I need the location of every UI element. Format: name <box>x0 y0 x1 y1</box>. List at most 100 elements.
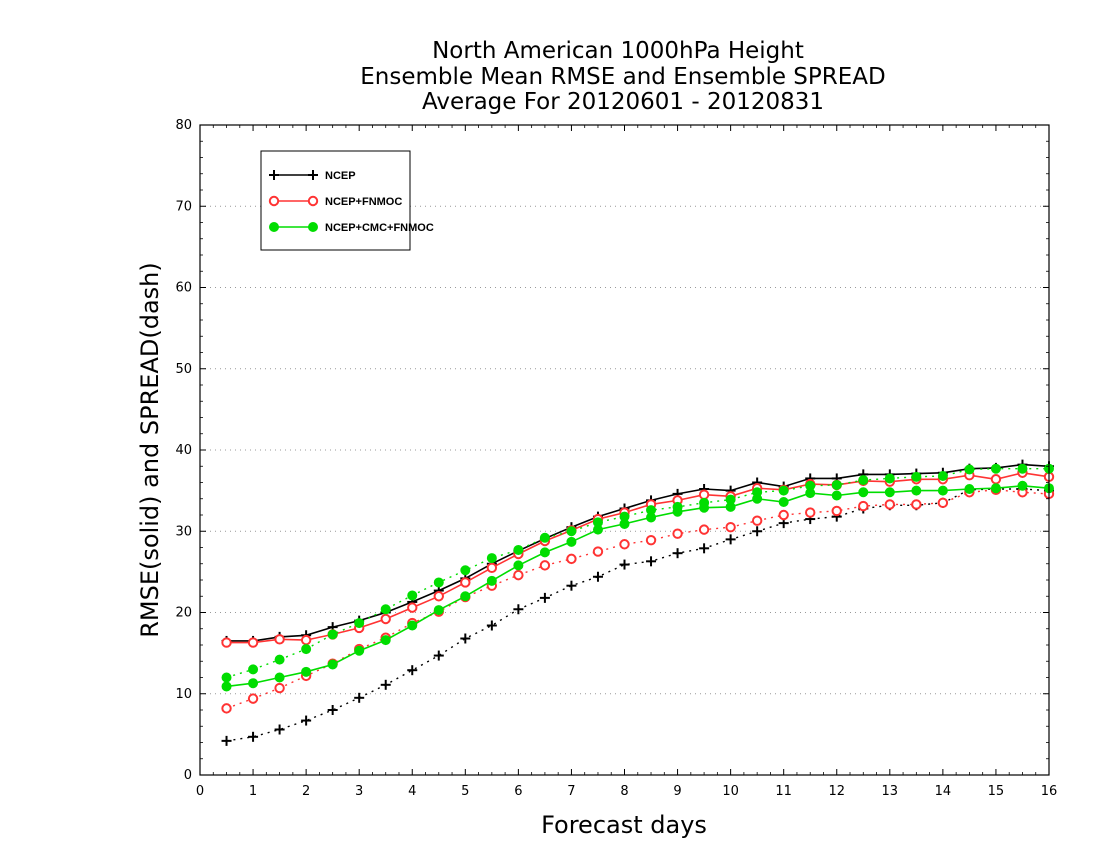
ncep-fnmoc-spread-point <box>513 569 524 581</box>
ncep-cmc-fnmoc-rmse-point <box>805 488 816 499</box>
ncep-spread-point <box>539 592 550 603</box>
ncep-cmc-fnmoc-spread-point <box>937 471 948 481</box>
x-tick-label-5: 5 <box>461 784 469 799</box>
ncep-cmc-fnmoc-rmse-point <box>619 518 630 529</box>
ncep-cmc-fnmoc-rmse-point <box>301 666 312 677</box>
ncep-cmc-fnmoc-rmse-point <box>725 501 736 512</box>
grid-lines <box>200 205 1049 695</box>
legend-label-ncep-cmc-fnmoc: NCEP+CMC+FNMOC <box>325 222 434 234</box>
x-tick-label-12: 12 <box>828 784 845 799</box>
x-tick-label-13: 13 <box>882 784 899 799</box>
ncep-cmc-fnmoc-rmse-point <box>407 620 418 631</box>
legend: NCEP NCEP+FNMOC NCEP+CMC+FNMOC <box>260 150 434 251</box>
ncep-spread-point <box>380 679 391 690</box>
ncep-cmc-fnmoc-spread-point <box>1017 463 1028 474</box>
x-tick-label-9: 9 <box>673 784 681 799</box>
ncep-fnmoc-spread-line <box>226 489 1050 710</box>
ncep-fnmoc-rmse-point <box>433 591 444 602</box>
ncep-fnmoc-rmse-point <box>407 602 418 613</box>
ncep-cmc-fnmoc-spread-line <box>226 468 1049 679</box>
ncep-fnmoc-spread-point <box>566 553 577 565</box>
ncep-cmc-fnmoc-spread-point <box>301 644 312 655</box>
ncep-cmc-fnmoc-spread-point <box>858 475 869 486</box>
x-tick-label-7: 7 <box>567 784 575 799</box>
title-line-3: Average For 20120601 - 20120831 <box>422 89 824 115</box>
ncep-fnmoc-rmse-point <box>486 562 498 574</box>
ncep-fnmoc-spread-point <box>725 521 736 533</box>
ncep-fnmoc-rmse-point <box>460 577 471 588</box>
ncep-spread-point <box>566 580 577 591</box>
legend-label-ncep-fnmoc: NCEP+FNMOC <box>325 196 402 208</box>
ncep-spread-point <box>672 548 683 559</box>
ncep-cmc-fnmoc-spread-point <box>460 565 471 576</box>
ncep-fnmoc-rmse-point <box>300 634 312 646</box>
ncep-cmc-fnmoc-spread-point <box>964 464 975 475</box>
ncep-cmc-fnmoc-spread-point <box>274 654 285 665</box>
ncep-spread-point <box>221 735 232 746</box>
ncep-fnmoc-rmse-point <box>274 634 285 645</box>
ncep-cmc-fnmoc-rmse-point <box>221 681 232 692</box>
ncep-fnmoc-spread-point <box>221 703 232 714</box>
ncep-cmc-fnmoc-spread-point <box>354 618 365 629</box>
ncep-fnmoc-spread-point <box>805 507 816 518</box>
ncep-cmc-fnmoc-spread-point <box>539 532 550 543</box>
ncep-fnmoc-spread-point <box>672 528 683 539</box>
ncep-cmc-fnmoc-rmse-point <box>752 493 763 504</box>
y-tick-label-70: 70 <box>175 199 192 214</box>
ncep-cmc-fnmoc-spread-point <box>486 553 497 564</box>
y-tick-label-20: 20 <box>175 606 192 621</box>
ncep-spread-line <box>226 488 1050 742</box>
ncep-fnmoc-rmse-line <box>226 471 1050 644</box>
ncep-fnmoc-spread-point <box>831 505 842 517</box>
ncep-cmc-fnmoc-rmse-point <box>937 485 948 496</box>
ncep-fnmoc-spread-point <box>645 534 657 546</box>
ncep-fnmoc-spread-point <box>937 497 949 509</box>
x-tick-label-11: 11 <box>775 784 792 799</box>
legend-marker-ncep <box>308 170 318 180</box>
ncep-cmc-fnmoc-rmse-point <box>990 483 1001 494</box>
ncep-spread-point <box>301 715 312 726</box>
y-axis-label: RMSE(solid) and SPREAD(dash) <box>136 262 164 638</box>
legend-label-ncep: NCEP <box>325 170 356 182</box>
ncep-spread-point <box>592 571 603 582</box>
ncep-cmc-fnmoc-rmse-point <box>513 560 524 571</box>
ncep-fnmoc-spread-point <box>619 539 630 550</box>
ncep-fnmoc-spread-point <box>911 499 922 510</box>
ncep-cmc-fnmoc-rmse-point <box>831 490 842 501</box>
title-line-2: Ensemble Mean RMSE and Ensemble SPREAD <box>360 64 885 90</box>
ncep-cmc-fnmoc-rmse-point <box>460 591 471 602</box>
ncep-fnmoc-spread-point <box>778 509 789 521</box>
ncep-spread-point <box>486 620 497 631</box>
ncep-cmc-fnmoc-rmse-point <box>354 645 365 656</box>
x-tick-label-3: 3 <box>355 784 363 799</box>
ncep-fnmoc-spread-point <box>698 524 710 535</box>
ncep-cmc-fnmoc-spread-point <box>513 544 524 555</box>
ncep-spread-point <box>274 724 285 735</box>
ncep-cmc-fnmoc-rmse-point <box>566 536 577 547</box>
ncep-fnmoc-rmse-point <box>380 613 391 625</box>
ncep-cmc-fnmoc-rmse-point <box>646 512 657 523</box>
legend-marker-ncep-cmc-fnmoc <box>269 222 279 232</box>
ncep-spread-point <box>248 731 259 742</box>
ncep-cmc-fnmoc-rmse-point <box>274 672 285 683</box>
y-tick-label-60: 60 <box>175 281 192 296</box>
x-tick-label-10: 10 <box>722 784 739 799</box>
x-tick-label-1: 1 <box>249 784 257 799</box>
ncep-cmc-fnmoc-rmse-point <box>539 547 550 558</box>
ncep-fnmoc-spread-point <box>751 515 763 526</box>
y-tick-label-0: 0 <box>184 768 192 783</box>
y-tick-label-50: 50 <box>175 362 192 377</box>
ncep-cmc-fnmoc-spread-point <box>566 526 577 537</box>
y-tick-label-10: 10 <box>175 687 192 702</box>
legend-marker-ncep-fnmoc <box>307 195 319 207</box>
y-tick-label-40: 40 <box>175 443 192 458</box>
ncep-cmc-fnmoc-rmse-point <box>248 678 259 689</box>
ncep-cmc-fnmoc-spread-point <box>433 577 444 588</box>
ncep-cmc-fnmoc-spread-point <box>248 664 259 675</box>
ncep-cmc-fnmoc-spread-point <box>831 479 842 490</box>
ncep-cmc-fnmoc-spread-point <box>911 471 922 482</box>
ncep-spread-point <box>725 534 736 545</box>
ncep-fnmoc-rmse-point <box>990 474 1002 485</box>
